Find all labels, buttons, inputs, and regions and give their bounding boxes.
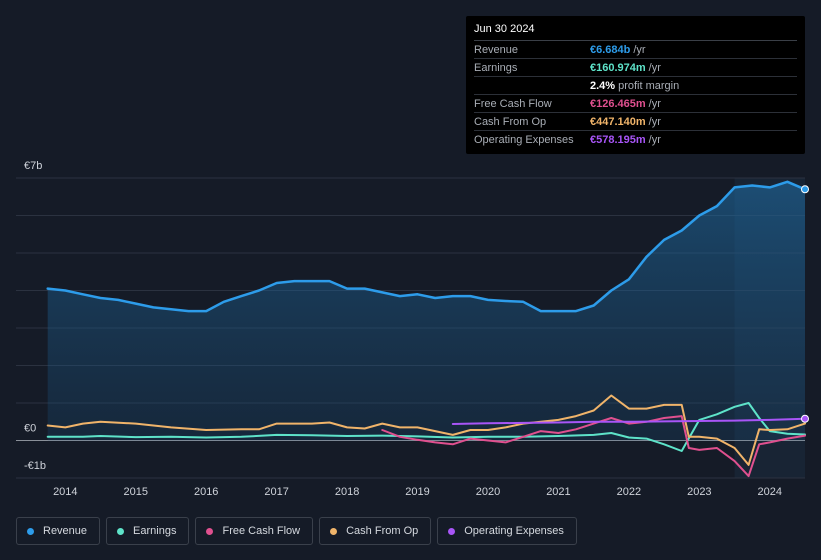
y-tick-label: -€1b [24, 460, 46, 472]
x-tick-label: 2021 [546, 486, 570, 498]
y-tick-label: €7b [24, 160, 42, 172]
x-tick-label: 2020 [476, 486, 500, 498]
tooltip-unit: /yr [648, 115, 661, 128]
x-tick-label: 2019 [405, 486, 429, 498]
tooltip-unit: /yr [648, 97, 661, 110]
legend-label: Revenue [43, 525, 88, 537]
tooltip-value: €126.465m [590, 97, 646, 110]
legend-dot-icon [27, 527, 34, 535]
x-tick-label: 2018 [335, 486, 359, 498]
tooltip-unit: profit margin [618, 79, 680, 92]
operating-expenses-line [451, 417, 806, 425]
tooltip-unit: /yr [648, 133, 661, 146]
tooltip-value: 2.4% [590, 79, 616, 92]
legend-dot-icon [117, 527, 125, 535]
legend-item-cash-from-op[interactable]: Cash From Op [319, 517, 432, 545]
legend-dot-icon [448, 527, 456, 535]
tooltip-unit: /yr [633, 43, 646, 56]
cash-from-op-line [46, 394, 806, 466]
tooltip-panel: Jun 30 2024 Revenue €6.684b /yr Earnings… [466, 16, 805, 154]
revenue-area [47, 181, 805, 441]
tooltip-value: €578.195m [590, 133, 646, 146]
legend-label: Operating Expenses [464, 525, 564, 537]
revenue-line [46, 180, 807, 313]
tooltip-value: €160.974m [590, 61, 646, 74]
tooltip-date: Jun 30 2024 [474, 23, 797, 41]
legend-label: Earnings [133, 525, 177, 537]
tooltip-value: €447.140m [590, 115, 646, 128]
legend-label: Cash From Op [346, 525, 419, 537]
tooltip-label: Operating Expenses [474, 133, 574, 146]
tooltip-label: Revenue [474, 43, 519, 56]
legend-label: Free Cash Flow [222, 525, 301, 537]
tooltip-label: Earnings [474, 61, 518, 74]
revenue-end-point [801, 185, 809, 194]
x-tick-label: 2023 [687, 486, 711, 498]
legend-dot-icon [206, 527, 214, 535]
tooltip-row-revenue: Revenue €6.684b /yr [474, 41, 797, 59]
earnings-line [46, 402, 806, 452]
y-tick-label: €0 [24, 423, 36, 435]
x-tick-label: 2015 [124, 486, 148, 498]
tooltip-unit: /yr [648, 61, 661, 74]
tooltip-label: Free Cash Flow [474, 97, 552, 110]
tooltip-row-operating-expenses: Operating Expenses €578.195m /yr [474, 131, 797, 148]
x-tick-label: 2014 [53, 486, 77, 498]
x-tick-label: 2024 [758, 486, 782, 498]
tooltip-row-cash-from-op: Cash From Op €447.140m /yr [474, 113, 797, 131]
x-tick-label: 2016 [194, 486, 218, 498]
operating-expenses-end-point [801, 414, 809, 423]
tooltip-row-free-cash-flow: Free Cash Flow €126.465m /yr [474, 95, 797, 113]
tooltip-label: Cash From Op [474, 115, 547, 128]
free-cash-flow-line [381, 415, 806, 478]
tooltip-value: €6.684b [590, 43, 631, 56]
legend-item-earnings[interactable]: Earnings [106, 517, 190, 545]
legend-dot-icon [330, 527, 338, 535]
chart-canvas: €7b €0 -€1b 2014 2015 2016 2017 2018 2019 2020 202… [16, 160, 809, 498]
x-tick-label: 2022 [617, 486, 641, 498]
x-tick-label: 2017 [264, 486, 288, 498]
legend: Revenue Earnings Free Cash Flow Cash Fro… [16, 517, 577, 545]
tooltip-row-profit-margin: 2.4% profit margin [474, 77, 797, 95]
legend-item-revenue[interactable]: Revenue [16, 517, 101, 545]
legend-item-free-cash-flow[interactable]: Free Cash Flow [195, 517, 314, 545]
tooltip-row-earnings: Earnings €160.974m /yr [474, 59, 797, 77]
legend-item-operating-expenses[interactable]: Operating Expenses [437, 517, 577, 545]
